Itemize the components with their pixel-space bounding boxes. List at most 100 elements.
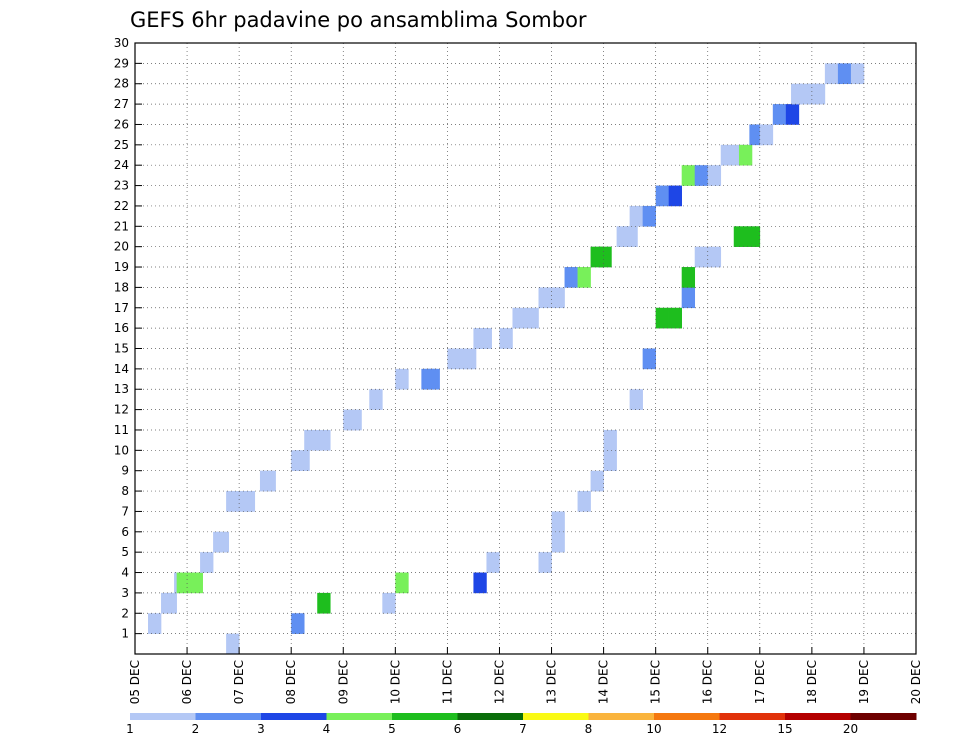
heatmap-cell [348,409,362,431]
heatmap-cell [382,592,396,614]
y-tick-label: 14 [114,362,129,376]
y-tick-label: 29 [114,56,129,70]
x-tick-label: 18 DEC [805,660,819,704]
colorbar-label: 12 [712,722,727,736]
colorbar-swatch [392,713,458,720]
heatmap-cell [189,572,203,594]
heatmap-cell [176,572,190,594]
x-tick-label: 15 DEC [649,660,663,704]
x-tick-label: 07 DEC [232,660,246,704]
heatmap-cell [486,552,500,573]
heatmap-cell [304,429,318,451]
heatmap-cell [837,63,852,85]
x-tick-label: 08 DEC [284,660,298,704]
heatmap-cell [720,144,735,166]
y-tick-label: 1 [121,627,129,641]
heatmap-cell [668,185,682,207]
heatmap-cell [291,613,305,634]
colorbar: 1 2 3 4 5 6 7 8 10 12 15 20 [126,713,917,736]
heatmap-cell [707,246,722,268]
heatmap-cell [850,63,865,85]
heatmap-cell [629,205,643,227]
y-tick-label: 11 [114,423,129,437]
colorbar-swatch [850,713,917,720]
heatmap-cell [577,491,591,512]
heatmap-cell [395,368,409,390]
y-tick-label: 17 [114,301,129,315]
heatmap-cell [551,511,565,533]
heatmap-cell [200,552,214,573]
colorbar-label: 1 [126,722,134,736]
heatmap-cell [749,124,763,146]
heatmap-cell [694,246,709,268]
x-tick-label: 12 DEC [492,660,506,704]
colorbar-swatch [195,713,262,720]
colorbar-swatch [261,713,327,720]
colorbar-label: 2 [192,722,200,736]
heatmap-cell [215,531,230,553]
y-tick-label: 8 [121,484,129,498]
heatmap-cell [603,429,617,451]
chart-title: GEFS 6hr padavine po ansamblima Sombor [130,8,587,32]
heatmap-cell [369,389,383,410]
gridlines [135,42,916,654]
heatmap-cell [759,124,774,146]
colorbar-label: 10 [646,722,661,736]
heatmap-cell [655,307,669,329]
y-tick-label: 9 [121,464,129,478]
y-tick-label: 16 [114,321,129,335]
heatmap-cell [694,165,709,186]
heatmap-cell [642,205,656,227]
colorbar-swatch [326,713,393,720]
y-tick-label: 23 [114,179,129,193]
heatmap-cell [463,348,477,370]
heatmap-cell [512,307,526,329]
colorbar-label: 3 [257,722,265,736]
colorbar-swatch [785,713,851,720]
y-tick-label: 12 [114,403,129,417]
x-tick-label: 19 DEC [857,660,871,704]
heatmap-cell [148,613,162,634]
heatmap-cell [590,470,604,492]
heatmap-cell [707,165,722,186]
heatmap-cell [655,185,669,207]
heatmap-cell [824,63,839,85]
x-tick-label: 14 DEC [597,660,611,704]
y-tick-label: 24 [114,158,129,172]
x-tick-label: 20 DEC [909,660,923,704]
heatmap-cell [426,368,440,390]
heatmap-cell [163,592,177,614]
colorbar-label: 7 [519,722,527,736]
x-tick-label: 10 DEC [388,660,402,704]
colorbar-label: 8 [585,722,593,736]
heatmap-cell [681,165,696,186]
y-tick-label: 3 [121,586,129,600]
y-tick-label: 2 [121,606,129,620]
heatmap-cell [226,491,240,512]
y-tick-label: 27 [114,97,129,111]
heatmap-cell [551,531,565,553]
heatmap-cell [681,267,696,288]
heatmap-cell [478,328,492,349]
y-tick-label: 13 [114,382,129,396]
heatmap-cell [241,491,256,512]
x-tick-label: 05 DEC [128,660,142,704]
x-tick-label: 11 DEC [440,660,454,704]
heatmap-cell [551,287,565,309]
heatmap-cell [577,267,591,288]
heatmap-cell [473,572,487,594]
heatmap-cell [296,450,310,471]
colorbar-swatch [130,713,196,720]
y-tick-label: 30 [114,36,129,50]
colorbar-swatch [719,713,786,720]
heatmap-cell [738,144,753,166]
heatmap-cell [538,287,552,309]
heatmap-cell [525,307,539,329]
heatmap-cell [538,552,552,573]
heatmap-cell [603,450,617,471]
y-tick-label: 4 [121,566,129,580]
colorbar-label: 5 [388,722,396,736]
y-tick-label: 19 [114,260,129,274]
y-tick-label: 18 [114,280,129,294]
